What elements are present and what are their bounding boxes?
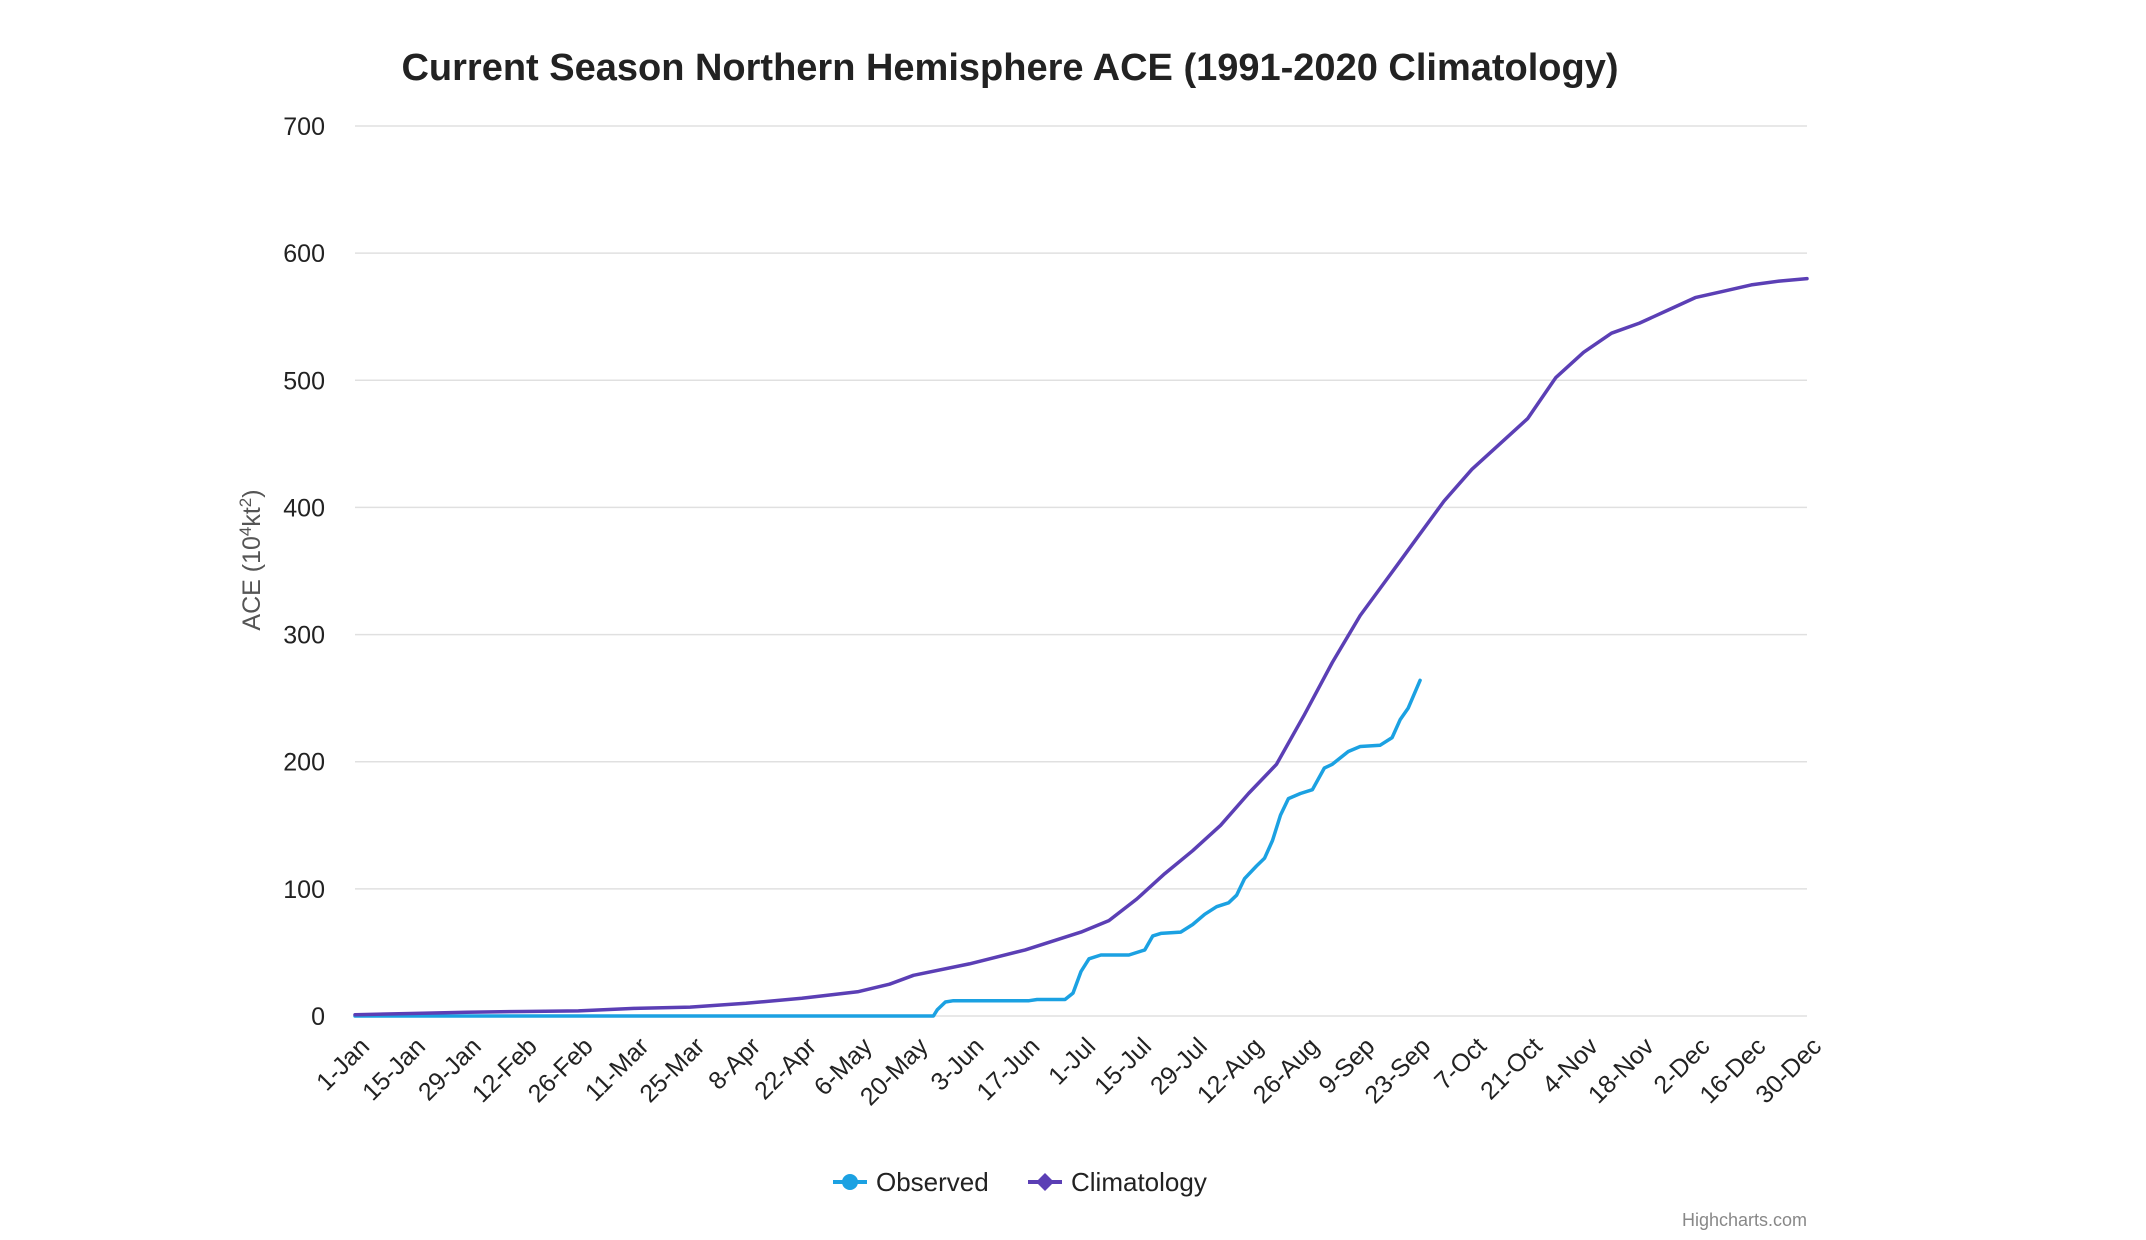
x-tick-label: 17-Jun [971, 1032, 1045, 1106]
y-axis: 0 100 200 300 400 500 600 700 [283, 113, 325, 1031]
y-axis-title: ACE (104kt2) [236, 489, 267, 630]
series-line-observed[interactable] [353, 678, 1422, 1018]
y-axis-title-exp2: 2 [236, 498, 255, 507]
legend-climatology-marker [1036, 1173, 1054, 1191]
legend-item-observed[interactable]: Observed [833, 1167, 989, 1197]
grid-lines [355, 125, 1807, 1017]
y-tick-label: 100 [283, 876, 325, 904]
y-tick-label: 400 [283, 494, 325, 522]
x-axis: 1-Jan15-Jan29-Jan12-Feb26-Feb11-Mar25-Ma… [311, 1032, 1827, 1111]
x-tick-label: 21-Oct [1475, 1032, 1548, 1105]
y-tick-label: 500 [283, 367, 325, 395]
y-axis-title-mid: kt [238, 507, 266, 527]
y-tick-label: 300 [283, 622, 325, 650]
legend-observed-marker [842, 1174, 858, 1190]
legend: Observed Climatology [833, 1167, 1207, 1197]
y-tick-label: 0 [311, 1003, 325, 1031]
legend-climatology-label: Climatology [1071, 1167, 1207, 1197]
credits-link[interactable]: Highcharts.com [1682, 1210, 1807, 1230]
y-axis-title-base: ACE (10 [238, 536, 266, 630]
y-tick-label: 600 [283, 240, 325, 268]
series-layer [353, 276, 1809, 1018]
y-axis-title-end: ) [238, 489, 266, 497]
chart-title: Current Season Northern Hemisphere ACE (… [401, 47, 1618, 89]
x-tick-label: 22-Apr [749, 1032, 822, 1105]
legend-item-climatology[interactable]: Climatology [1028, 1167, 1207, 1197]
x-tick-label: 15-Jul [1089, 1032, 1157, 1100]
y-tick-label: 700 [283, 113, 325, 141]
series-line-climatology[interactable] [353, 276, 1809, 1017]
x-tick-label: 15-Jan [357, 1032, 431, 1106]
y-tick-label: 200 [283, 749, 325, 777]
y-axis-title-exp1: 4 [236, 527, 255, 536]
legend-observed-label: Observed [876, 1167, 989, 1197]
